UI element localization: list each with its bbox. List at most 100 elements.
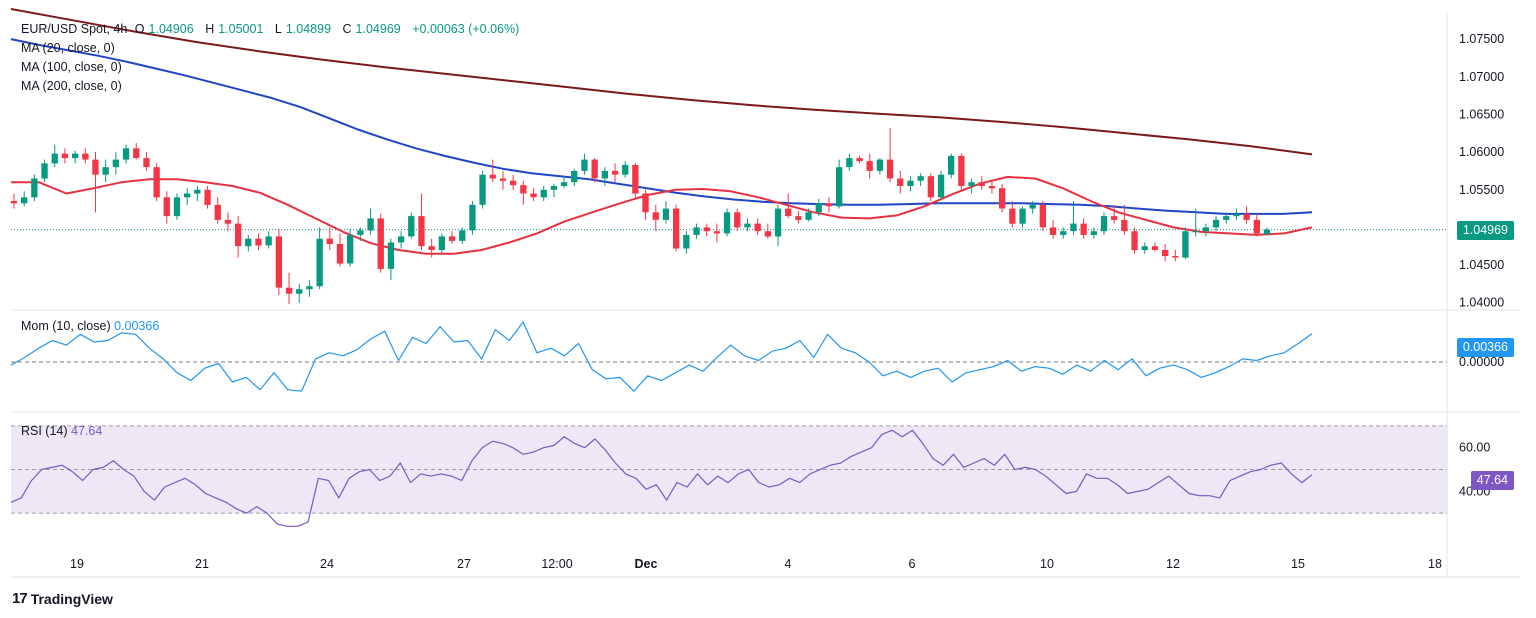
candle-body (1131, 231, 1138, 250)
candle-body (520, 185, 527, 194)
candle-body (795, 216, 802, 220)
time-tick-label: 10 (1040, 557, 1054, 571)
candle-body (1243, 213, 1250, 220)
candle-body (408, 216, 415, 237)
candle-body (1121, 219, 1128, 232)
ma200-legend[interactable]: MA (200, close, 0) (21, 79, 122, 93)
price-tick-label: 1.05500 (1459, 183, 1504, 197)
candle-body (1162, 250, 1169, 256)
candle-body (10, 201, 18, 204)
candle-body (499, 178, 507, 181)
rsi-legend[interactable]: RSI (14) 47.64 (21, 424, 102, 438)
candle-body (1039, 204, 1046, 228)
candle-body (255, 238, 262, 246)
candle-body (988, 186, 996, 189)
candle-body (133, 148, 140, 159)
candle-body (224, 219, 232, 224)
current-price-tag: 1.04969 (1456, 221, 1514, 240)
candle-body (479, 174, 486, 205)
candle-body (734, 212, 741, 228)
rsi-label: RSI (14) (21, 424, 68, 438)
candle-body (1192, 231, 1199, 233)
candle-body (978, 182, 985, 186)
candle-body (713, 231, 720, 234)
moving-average-layer (10, 8, 1313, 255)
candle-body (489, 174, 496, 179)
candle-body (876, 159, 883, 171)
time-tick-label: 15 (1291, 557, 1305, 571)
candle-body (367, 218, 374, 231)
rsi-line (10, 429, 1313, 527)
candle-body (530, 193, 537, 198)
candle-body (886, 159, 894, 179)
candle-body (1111, 216, 1118, 220)
candle-body (866, 161, 873, 171)
momentum-label: Mom (10, close) (21, 319, 111, 333)
candle-body (387, 242, 395, 269)
rsi-value-tag: 47.64 (1470, 471, 1514, 490)
rsi-value: 47.64 (71, 424, 103, 438)
candle-body (652, 212, 659, 220)
candle-body (82, 153, 89, 160)
momentum-legend[interactable]: Mom (10, close) 0.00366 (21, 319, 159, 333)
candle-body (703, 227, 710, 232)
candle-body (948, 155, 955, 175)
candle-body (428, 246, 435, 250)
candle-body (723, 212, 731, 234)
candle-body (448, 236, 456, 241)
price-tick-label: 1.04000 (1459, 296, 1504, 310)
close-value: C 1.04969 (342, 22, 401, 36)
candle-body (1090, 231, 1097, 235)
candle-body (102, 167, 109, 175)
candle-body (357, 230, 364, 235)
candle-body (1202, 227, 1209, 232)
momentum-value-tag: 0.00366 (1456, 338, 1514, 357)
candle-body (1253, 219, 1260, 234)
candle-body (1100, 216, 1108, 232)
candle-body (632, 164, 639, 194)
open-value: O 1.04906 (134, 22, 194, 36)
candle-body (194, 189, 201, 194)
candle-body (754, 223, 761, 232)
ohlc-legend: EUR/USD Spot, 4h O 1.04906 H 1.05001 L 1.04… (21, 21, 523, 38)
tradingview-logo-icon: 17 (12, 590, 28, 607)
ma100-legend[interactable]: MA (100, close, 0) (21, 60, 122, 74)
ma200-line (10, 8, 1313, 156)
candle-body (693, 227, 700, 235)
candle-body (897, 178, 904, 186)
candle-body (622, 164, 629, 175)
candle-body (296, 289, 303, 294)
candle-body (1212, 219, 1220, 228)
low-value: L 1.04899 (274, 22, 332, 36)
candle-body (1223, 216, 1230, 220)
candle-body (581, 159, 588, 171)
candle-body (785, 208, 792, 217)
candle-body (1060, 231, 1067, 235)
candle-body (1049, 227, 1057, 235)
candle-body (438, 236, 445, 250)
indicator-layer (10, 321, 1447, 527)
candle-body (153, 167, 160, 198)
time-tick-label: 12:00 (541, 557, 572, 571)
ma20-legend[interactable]: MA (20, close, 0) (21, 41, 115, 55)
rsi-tick-label: 60.00 (1459, 441, 1490, 455)
candle-body (968, 182, 975, 186)
candle-body (642, 193, 649, 213)
candle-body (1151, 246, 1159, 250)
time-tick-label: 24 (320, 557, 334, 571)
tradingview-branding[interactable]: 17 TradingView (12, 590, 113, 607)
candle-body (927, 176, 934, 198)
candle-body (907, 180, 914, 186)
candle-body (591, 159, 598, 179)
brand-label: TradingView (30, 590, 113, 607)
candle-body (999, 188, 1006, 209)
candle-body (917, 176, 924, 181)
momentum-zero-label: 0.00000 (1459, 355, 1504, 369)
candle-body (275, 236, 282, 288)
candle-body (1080, 223, 1087, 235)
candle-body (326, 238, 333, 244)
candle-body (72, 153, 79, 159)
momentum-value: 0.00366 (114, 319, 160, 333)
price-tick-label: 1.07500 (1459, 32, 1504, 46)
candle-body (774, 208, 782, 237)
